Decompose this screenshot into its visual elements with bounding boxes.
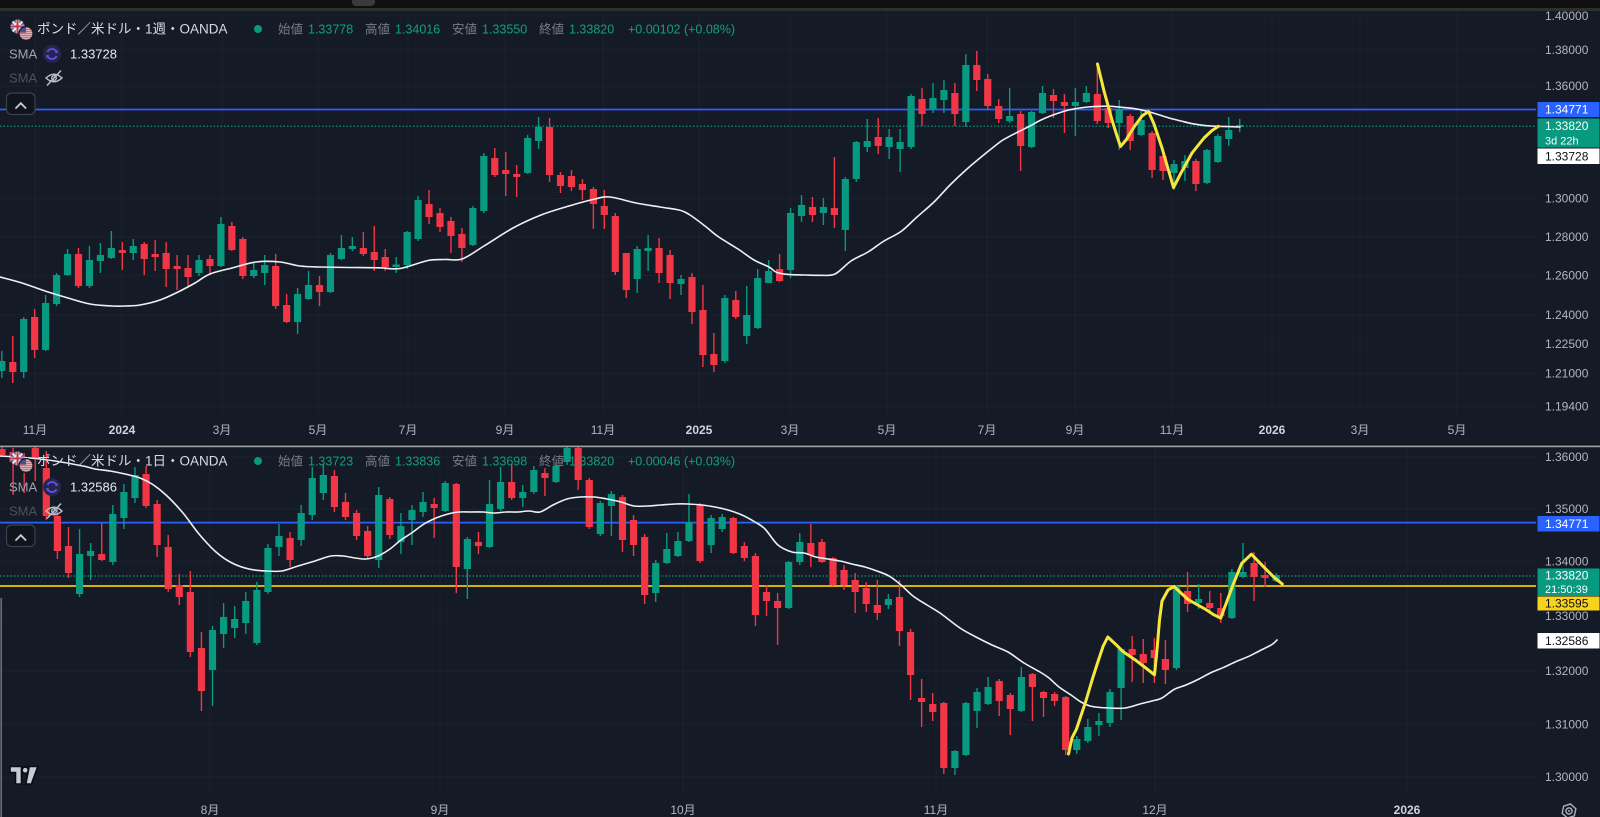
svg-text:11月: 11月 <box>924 803 948 817</box>
svg-text:1.33836: 1.33836 <box>395 455 440 469</box>
svg-text:7月: 7月 <box>978 423 997 437</box>
svg-text:1.33000: 1.33000 <box>1545 609 1589 623</box>
svg-text:高値: 高値 <box>365 454 390 469</box>
svg-text:9月: 9月 <box>431 803 450 817</box>
svg-text:高値: 高値 <box>365 22 390 37</box>
svg-text:1.28000: 1.28000 <box>1545 230 1589 244</box>
svg-text:10月: 10月 <box>670 803 695 817</box>
svg-text:2026: 2026 <box>1394 803 1421 817</box>
svg-text:1.30000: 1.30000 <box>1545 770 1589 784</box>
svg-text:+0.00102 (+0.08%): +0.00102 (+0.08%) <box>628 23 735 37</box>
svg-text:1.33728: 1.33728 <box>1545 149 1589 163</box>
svg-text:21:50:39: 21:50:39 <box>1545 584 1588 596</box>
svg-text:3月: 3月 <box>781 423 800 437</box>
svg-text:5月: 5月 <box>878 423 897 437</box>
svg-text:1.33728: 1.33728 <box>70 47 117 62</box>
svg-text:1.32586: 1.32586 <box>70 480 117 495</box>
svg-text:終値: 終値 <box>539 22 564 37</box>
svg-text:1.19400: 1.19400 <box>1545 400 1589 414</box>
svg-text:1.21000: 1.21000 <box>1545 367 1589 381</box>
svg-text:2024: 2024 <box>109 423 136 437</box>
svg-text:安値: 安値 <box>452 454 477 469</box>
svg-text:9月: 9月 <box>1066 423 1085 437</box>
svg-text:8月: 8月 <box>201 803 220 817</box>
svg-text:1.32586: 1.32586 <box>1545 634 1589 648</box>
svg-text:1.33550: 1.33550 <box>482 23 527 37</box>
svg-text:1.33820: 1.33820 <box>569 455 614 469</box>
svg-text:1.35000: 1.35000 <box>1545 502 1589 516</box>
svg-text:11月: 11月 <box>591 423 615 437</box>
svg-text:1.31000: 1.31000 <box>1545 718 1589 732</box>
svg-text:3月: 3月 <box>213 423 232 437</box>
svg-text:1.26000: 1.26000 <box>1545 269 1589 283</box>
svg-text:5月: 5月 <box>309 423 328 437</box>
svg-text:1.33820: 1.33820 <box>1545 119 1589 133</box>
svg-text:1.34000: 1.34000 <box>1545 555 1589 569</box>
svg-text:始値: 始値 <box>278 454 303 469</box>
svg-text:2026: 2026 <box>1259 423 1286 437</box>
svg-text:1.30000: 1.30000 <box>1545 192 1589 206</box>
svg-text:SMA: SMA <box>9 504 38 519</box>
svg-text:2025: 2025 <box>686 423 713 437</box>
svg-text:7月: 7月 <box>399 423 418 437</box>
svg-text:1.33698: 1.33698 <box>482 455 527 469</box>
svg-text:1.40000: 1.40000 <box>1545 9 1589 23</box>
svg-text:1.34016: 1.34016 <box>395 23 440 37</box>
svg-text:11月: 11月 <box>1160 423 1184 437</box>
svg-text:SMA: SMA <box>9 47 38 62</box>
svg-text:3月: 3月 <box>1351 423 1370 437</box>
svg-text:1.38000: 1.38000 <box>1545 43 1589 57</box>
svg-text:+0.00046 (+0.03%): +0.00046 (+0.03%) <box>628 455 735 469</box>
svg-text:1.33723: 1.33723 <box>308 455 353 469</box>
svg-text:11月: 11月 <box>23 423 47 437</box>
svg-text:ポンド／米ドル・1週・OANDA: ポンド／米ドル・1週・OANDA <box>37 22 228 37</box>
svg-text:ポンド／米ドル・1日・OANDA: ポンド／米ドル・1日・OANDA <box>37 454 228 469</box>
svg-text:SMA: SMA <box>9 480 38 495</box>
svg-text:3d 22h: 3d 22h <box>1545 135 1579 147</box>
svg-text:1.32000: 1.32000 <box>1545 664 1589 678</box>
svg-text:1.34771: 1.34771 <box>1545 103 1589 117</box>
svg-text:1.33778: 1.33778 <box>308 23 353 37</box>
svg-text:終値: 終値 <box>539 454 564 469</box>
svg-text:SMA: SMA <box>9 71 38 86</box>
svg-text:9月: 9月 <box>496 423 515 437</box>
svg-text:1.34771: 1.34771 <box>1545 517 1589 531</box>
svg-text:1.24000: 1.24000 <box>1545 308 1589 322</box>
svg-text:1.33595: 1.33595 <box>1545 597 1589 611</box>
svg-text:5月: 5月 <box>1448 423 1467 437</box>
svg-text:始値: 始値 <box>278 22 303 37</box>
svg-text:1.36000: 1.36000 <box>1545 450 1589 464</box>
svg-text:1.33820: 1.33820 <box>569 23 614 37</box>
svg-text:安値: 安値 <box>452 22 477 37</box>
svg-text:1.33820: 1.33820 <box>1545 568 1589 582</box>
svg-text:1.22500: 1.22500 <box>1545 337 1589 351</box>
svg-text:12月: 12月 <box>1142 803 1167 817</box>
svg-text:1.36000: 1.36000 <box>1545 79 1589 93</box>
